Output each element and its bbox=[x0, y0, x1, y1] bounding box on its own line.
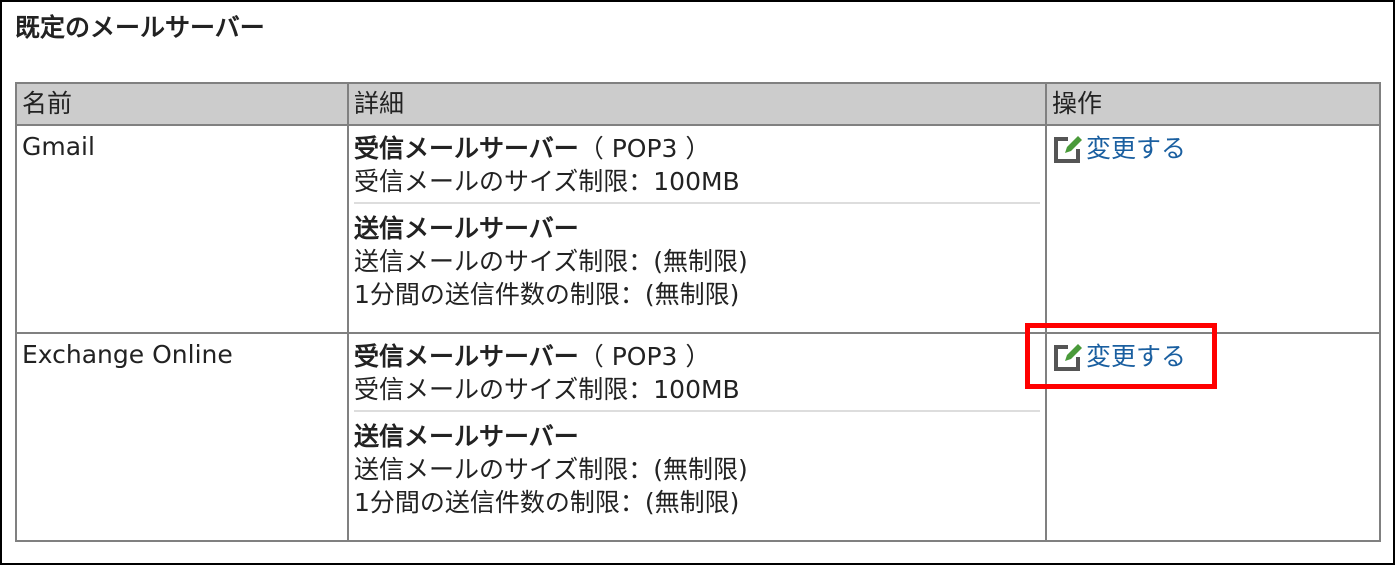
divider bbox=[354, 410, 1040, 412]
edit-icon bbox=[1054, 343, 1082, 371]
incoming-label: 受信メールサーバー bbox=[354, 134, 579, 163]
server-name-text: Gmail bbox=[22, 132, 95, 161]
outgoing-rate: 1分間の送信件数の制限：(無制限) bbox=[354, 488, 740, 517]
incoming-protocol: （ POP3 ） bbox=[578, 134, 711, 163]
table-row: Gmail 受信メールサーバー（ POP3 ） 受信メールのサイズ制限：100M… bbox=[15, 124, 1381, 334]
highlight-box bbox=[1025, 323, 1217, 389]
edit-link[interactable]: 変更する bbox=[1052, 132, 1186, 165]
table-header: 名前 詳細 操作 bbox=[15, 82, 1381, 126]
incoming-size: 受信メールのサイズ制限：100MB bbox=[354, 375, 740, 404]
server-name: Gmail bbox=[15, 124, 349, 334]
edit-link[interactable]: 変更する bbox=[1052, 340, 1186, 373]
column-header-name: 名前 bbox=[15, 82, 349, 126]
server-name: Exchange Online bbox=[15, 332, 349, 542]
outgoing-label: 送信メールサーバー bbox=[354, 214, 579, 243]
table-row: Exchange Online 受信メールサーバー（ POP3 ） 受信メールの… bbox=[15, 332, 1381, 542]
server-name-text: Exchange Online bbox=[22, 340, 233, 369]
outgoing-label: 送信メールサーバー bbox=[354, 422, 579, 451]
divider bbox=[354, 202, 1040, 204]
edit-icon bbox=[1054, 135, 1082, 163]
server-detail: 受信メールサーバー（ POP3 ） 受信メールのサイズ制限：100MB 送信メー… bbox=[347, 332, 1047, 542]
column-header-detail: 詳細 bbox=[347, 82, 1047, 126]
edit-link-label: 変更する bbox=[1086, 134, 1187, 163]
incoming-protocol: （ POP3 ） bbox=[578, 342, 711, 371]
outgoing-size: 送信メールのサイズ制限：(無制限) bbox=[354, 455, 748, 484]
incoming-size: 受信メールのサイズ制限：100MB bbox=[354, 167, 740, 196]
server-detail: 受信メールサーバー（ POP3 ） 受信メールのサイズ制限：100MB 送信メー… bbox=[347, 124, 1047, 334]
outgoing-size: 送信メールのサイズ制限：(無制限) bbox=[354, 247, 748, 276]
edit-link-label: 変更する bbox=[1086, 342, 1187, 371]
outgoing-rate: 1分間の送信件数の制限：(無制限) bbox=[354, 280, 740, 309]
incoming-label: 受信メールサーバー bbox=[354, 342, 579, 371]
page-title: 既定のメールサーバー bbox=[15, 13, 265, 42]
mail-server-table: 名前 詳細 操作 Gmail 受信メールサーバー（ POP3 ） 受信メールのサ… bbox=[15, 82, 1381, 542]
column-header-action: 操作 bbox=[1045, 82, 1381, 126]
server-action: 変更する bbox=[1045, 124, 1381, 334]
